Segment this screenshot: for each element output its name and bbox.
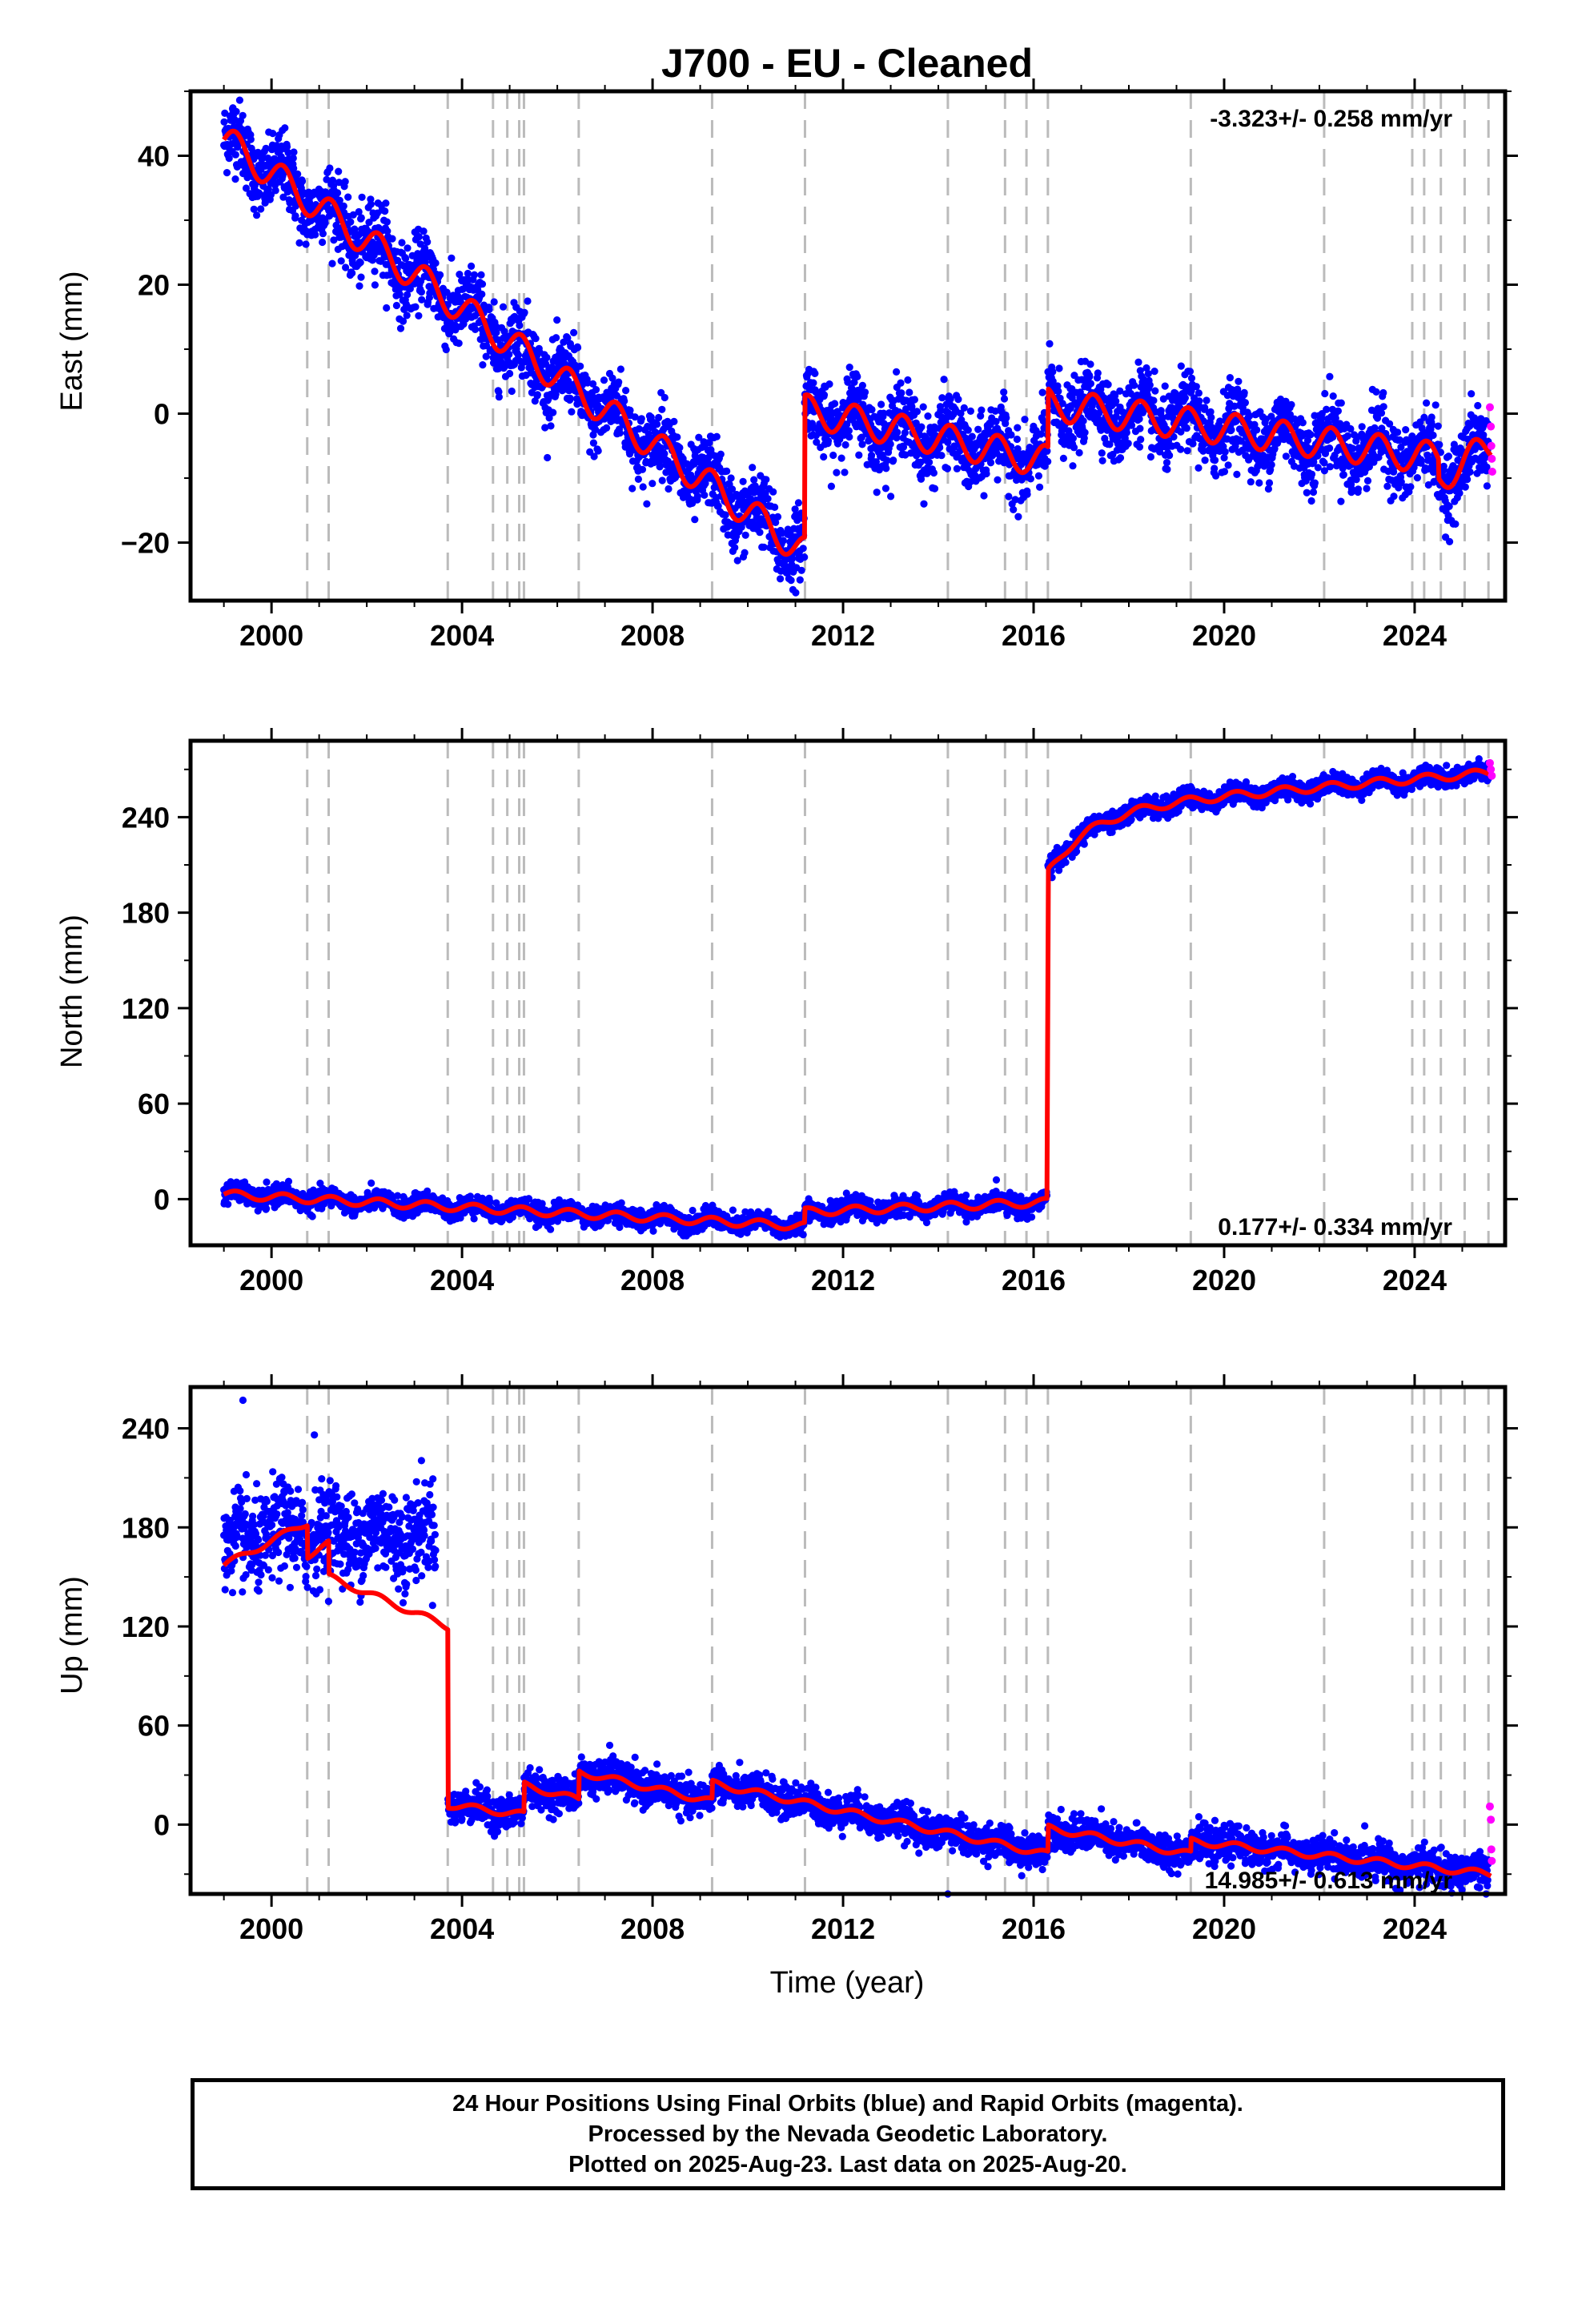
plot-frame bbox=[188, 89, 1508, 603]
y-tick-label: 0 bbox=[154, 1808, 170, 1841]
x-tick-label: 2024 bbox=[1383, 1912, 1447, 1945]
x-tick-label: 2024 bbox=[1383, 619, 1447, 652]
x-tick-label: 2008 bbox=[620, 1912, 685, 1945]
rapid-orbit-point bbox=[1488, 454, 1496, 463]
x-tick-label: 2024 bbox=[1383, 1264, 1447, 1297]
y-tick-label: 60 bbox=[138, 1710, 170, 1743]
north-rapid-points bbox=[1485, 758, 1496, 780]
model-line bbox=[222, 767, 1493, 1232]
rapid-orbit-point bbox=[1487, 1815, 1496, 1824]
x-tick-label: 2000 bbox=[239, 1912, 303, 1945]
final-orbit-points bbox=[220, 1396, 1492, 1898]
rapid-orbit-point bbox=[1487, 765, 1496, 774]
caption-line-2: Processed by the Nevada Geodetic Laborat… bbox=[588, 2121, 1108, 2147]
x-tick-label: 2004 bbox=[430, 1264, 494, 1297]
model-line bbox=[222, 1523, 1493, 1879]
y-tick-label: 120 bbox=[122, 992, 170, 1025]
final-orbit-points bbox=[220, 96, 1492, 597]
rapid-orbit-point bbox=[1485, 758, 1494, 767]
x-tick-label: 2004 bbox=[430, 1912, 494, 1945]
up-rapid-points bbox=[1485, 1802, 1496, 1865]
north-scatter bbox=[220, 754, 1492, 1241]
up-panel: 2000 2004 2008 2012 2016 2020 2024 0 60 120 180 240… bbox=[55, 1374, 1518, 2000]
north-panel: 2000 2004 2008 2012 2016 2020 2024 0 60 120 180 240… bbox=[55, 728, 1518, 1297]
rapid-orbit-point bbox=[1487, 1845, 1496, 1854]
up-rate: 14.985+/- 0.613 mm/yr bbox=[1205, 1868, 1453, 1894]
time-xlabel: Time (year) bbox=[770, 1966, 925, 2000]
final-orbit-points bbox=[220, 754, 1492, 1241]
y-tick-label: 180 bbox=[122, 1511, 170, 1544]
rapid-orbit-point bbox=[1488, 771, 1496, 780]
east-panel: 2000 2004 2008 2012 2016 2020 2024 −20 0 20 40 Eas… bbox=[55, 78, 1518, 652]
x-tick-label: 2000 bbox=[239, 619, 303, 652]
east-rapid-points bbox=[1485, 403, 1496, 476]
x-tick-label: 2012 bbox=[811, 619, 875, 652]
north-rate: 0.177+/- 0.334 mm/yr bbox=[1218, 1214, 1452, 1240]
x-tick-label: 2020 bbox=[1192, 1264, 1256, 1297]
x-tick-label: 2016 bbox=[1002, 1264, 1066, 1297]
y-tick-label: 240 bbox=[122, 1413, 170, 1445]
x-tick-label: 2008 bbox=[620, 619, 685, 652]
rapid-orbit-point bbox=[1485, 1802, 1494, 1811]
x-tick-label: 2016 bbox=[1002, 619, 1066, 652]
y-tick-label: 120 bbox=[122, 1610, 170, 1643]
east-axes: 2000 2004 2008 2012 2016 2020 2024 −20 0 20 40 bbox=[121, 78, 1518, 652]
plot-frame bbox=[188, 1385, 1508, 1896]
up-axes: 2000 2004 2008 2012 2016 2020 2024 0 60 120 180 240 bbox=[122, 1374, 1518, 1945]
y-tick-label: 180 bbox=[122, 897, 170, 930]
x-tick-label: 2012 bbox=[811, 1912, 875, 1945]
x-tick-label: 2004 bbox=[430, 619, 494, 652]
east-model-line bbox=[222, 128, 1493, 557]
east-scatter bbox=[220, 96, 1492, 597]
caption-line-1: 24 Hour Positions Using Final Orbits (bl… bbox=[452, 2091, 1243, 2117]
plot-title: J700 - EU - Cleaned bbox=[661, 41, 1033, 86]
y-tick-label: 40 bbox=[138, 140, 170, 173]
x-tick-label: 2012 bbox=[811, 1264, 875, 1297]
caption-box: 24 Hour Positions Using Final Orbits (bl… bbox=[191, 2078, 1505, 2190]
x-tick-label: 2016 bbox=[1002, 1912, 1066, 1945]
north-ylabel: North (mm) bbox=[55, 915, 89, 1068]
y-tick-label: 240 bbox=[122, 801, 170, 834]
x-tick-label: 2020 bbox=[1192, 1912, 1256, 1945]
y-tick-label: 0 bbox=[154, 398, 170, 431]
rapid-orbit-point bbox=[1487, 422, 1496, 431]
x-tick-label: 2020 bbox=[1192, 619, 1256, 652]
up-ylabel: Up (mm) bbox=[55, 1576, 89, 1695]
rapid-orbit-point bbox=[1488, 467, 1496, 476]
rapid-orbit-point bbox=[1488, 1856, 1496, 1865]
east-ylabel: East (mm) bbox=[55, 271, 89, 411]
east-rate: -3.323+/- 0.258 mm/yr bbox=[1210, 106, 1452, 132]
rapid-orbit-point bbox=[1485, 403, 1494, 412]
north-event-lines bbox=[306, 741, 1490, 1245]
y-tick-label: 0 bbox=[154, 1183, 170, 1216]
y-tick-label: 60 bbox=[138, 1088, 170, 1120]
plot-frame bbox=[188, 738, 1508, 1248]
y-tick-label: 20 bbox=[138, 269, 170, 302]
model-line bbox=[222, 128, 1493, 557]
up-model-line bbox=[222, 1523, 1493, 1879]
x-tick-label: 2000 bbox=[239, 1264, 303, 1297]
north-axes: 2000 2004 2008 2012 2016 2020 2024 0 60 120 180 240 bbox=[122, 728, 1518, 1297]
y-tick-label: −20 bbox=[121, 527, 170, 560]
up-scatter bbox=[220, 1396, 1492, 1898]
north-model-line bbox=[222, 767, 1493, 1232]
rapid-orbit-point bbox=[1487, 441, 1496, 450]
caption-line-3: Plotted on 2025-Aug-23. Last data on 202… bbox=[568, 2152, 1127, 2177]
x-tick-label: 2008 bbox=[620, 1264, 685, 1297]
